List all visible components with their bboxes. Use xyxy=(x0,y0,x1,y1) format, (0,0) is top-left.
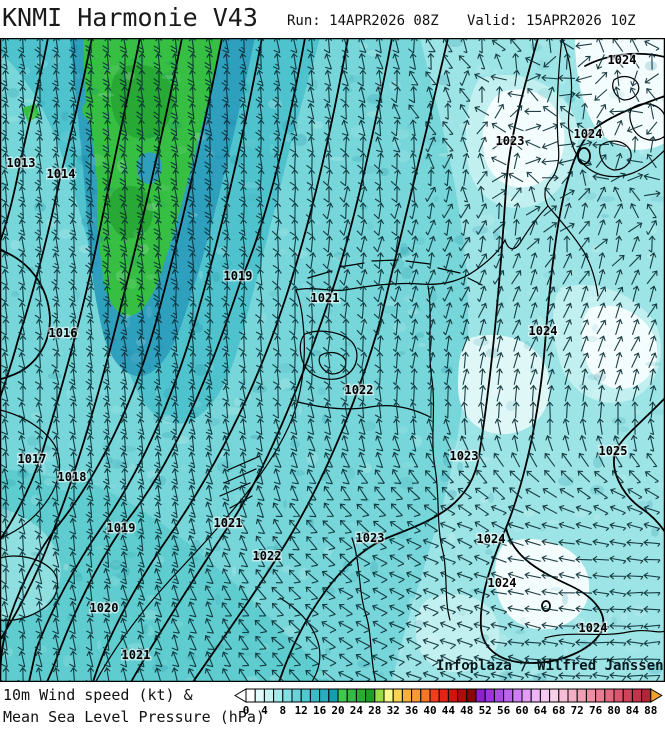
isobar-labels: 1013 1014 1016 1017 1018 1019 1019 1020 1021 1021… xyxy=(5,52,638,664)
svg-text:24: 24 xyxy=(350,704,364,717)
isobar-label: 1019 xyxy=(107,521,136,535)
svg-text:68: 68 xyxy=(552,704,565,717)
isobar-label: 1023 xyxy=(450,449,479,463)
colorbar-cells xyxy=(245,688,652,703)
isobar-label: 1013 xyxy=(7,156,36,170)
isobar-label: 1024 xyxy=(574,127,603,141)
isobar-label: 1023 xyxy=(356,531,385,545)
legend-line-wind: 10m Wind speed (kt) & xyxy=(3,686,193,704)
svg-text:28: 28 xyxy=(368,704,381,717)
svg-text:36: 36 xyxy=(405,704,419,717)
watermark: Infoplaza / Wilfred Janssen xyxy=(436,658,664,674)
svg-text:44: 44 xyxy=(442,704,456,717)
svg-text:76: 76 xyxy=(589,704,603,717)
colorbar-left-arrow xyxy=(234,688,247,703)
isobar-label: 1024 xyxy=(608,53,637,67)
svg-text:0: 0 xyxy=(243,704,250,717)
isobar-label: 1024 xyxy=(579,621,608,635)
svg-text:64: 64 xyxy=(534,704,548,717)
isobar-label: 1017 xyxy=(18,452,47,466)
legend-line-pressure: Mean Sea Level Pressure (hPa) xyxy=(3,708,265,726)
wind-speed-zones xyxy=(0,38,665,682)
isobar-label: 1024 xyxy=(488,576,517,590)
svg-text:72: 72 xyxy=(571,704,584,717)
svg-text:32: 32 xyxy=(387,704,400,717)
svg-text:60: 60 xyxy=(515,704,528,717)
svg-text:40: 40 xyxy=(423,704,436,717)
isobar-label: 1020 xyxy=(90,601,119,615)
app-header: KNMI Harmonie V43 Run: 14APR2026 08Z Val… xyxy=(0,0,665,38)
svg-text:52: 52 xyxy=(479,704,492,717)
colorbar-ticks: 0 4 8 12 16 20 24 28 32 36 40 44 48 52 56 60 64 68 72 76 80 8… xyxy=(243,704,658,717)
valid-timestamp: Valid: 15APR2026 10Z xyxy=(467,13,636,29)
svg-text:16: 16 xyxy=(313,704,327,717)
svg-text:84: 84 xyxy=(626,704,640,717)
wind-speed-colorbar: 0 4 8 12 16 20 24 28 32 36 40 44 48 52 56 60 64 68 72 76 80 8… xyxy=(234,688,665,732)
isobar-label: 1021 xyxy=(122,648,151,662)
isobar-label: 1021 xyxy=(214,516,243,530)
legend-footer: 10m Wind speed (kt) & Mean Sea Level Pre… xyxy=(0,682,665,735)
isobar-label: 1021 xyxy=(311,291,340,305)
isobar-label: 1024 xyxy=(477,532,506,546)
isobar-label: 1014 xyxy=(47,167,76,181)
svg-text:80: 80 xyxy=(607,704,620,717)
speckle-texture xyxy=(0,38,665,682)
colorbar-right-arrow xyxy=(650,688,663,703)
svg-text:56: 56 xyxy=(497,704,511,717)
isobar-label: 1019 xyxy=(224,269,253,283)
isobar-label: 1023 xyxy=(496,134,525,148)
isobar-label: 1025 xyxy=(599,444,628,458)
run-timestamp: Run: 14APR2026 08Z xyxy=(287,13,439,29)
svg-text:48: 48 xyxy=(460,704,473,717)
isobar-label: 1016 xyxy=(49,326,78,340)
wind-barb-field xyxy=(0,38,661,682)
svg-text:88: 88 xyxy=(644,704,657,717)
model-title: KNMI Harmonie V43 xyxy=(2,3,258,32)
isobar-label: 1022 xyxy=(345,383,374,397)
svg-text:12: 12 xyxy=(295,704,308,717)
isobar-label: 1022 xyxy=(253,549,282,563)
weather-map-canvas: 1013 1014 1016 1017 1018 1019 1019 1020 1021 1021… xyxy=(0,38,665,682)
svg-text:8: 8 xyxy=(279,704,286,717)
svg-text:20: 20 xyxy=(331,704,344,717)
svg-text:4: 4 xyxy=(261,704,268,717)
isobar-label: 1024 xyxy=(529,324,558,338)
isobar-label: 1018 xyxy=(58,470,87,484)
